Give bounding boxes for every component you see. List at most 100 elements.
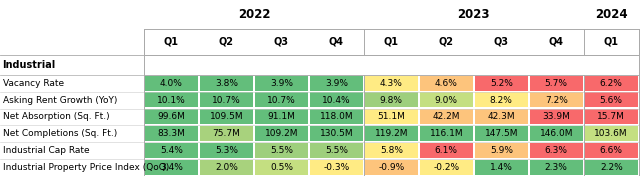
Bar [255,92,308,108]
Bar [310,126,363,141]
Text: Q2: Q2 [219,37,234,47]
Text: 10.4%: 10.4% [322,96,351,105]
Text: 42.3M: 42.3M [488,112,515,121]
Bar [145,92,198,108]
Bar [145,76,198,91]
Bar [200,160,253,175]
Bar [530,143,583,158]
Text: Asking Rent Growth (YoY): Asking Rent Growth (YoY) [3,96,117,105]
Text: 5.3%: 5.3% [215,146,238,155]
Text: Q2: Q2 [439,37,454,47]
Text: 130.5M: 130.5M [319,129,353,138]
Text: Industrial Cap Rate: Industrial Cap Rate [3,146,89,155]
Text: Vacancy Rate: Vacancy Rate [3,79,64,88]
Text: 146.0M: 146.0M [540,129,573,138]
Bar [255,76,308,91]
Text: 33.9M: 33.9M [542,112,570,121]
Text: -0.9%: -0.9% [378,163,404,172]
Bar [310,109,363,124]
Text: 42.2M: 42.2M [433,112,460,121]
Text: 3.9%: 3.9% [270,79,293,88]
Text: 6.6%: 6.6% [600,146,623,155]
Bar [585,126,637,141]
Text: 2024: 2024 [595,8,628,21]
Text: 2.0%: 2.0% [215,163,238,172]
Text: Q3: Q3 [274,37,289,47]
Bar [255,109,308,124]
Bar [200,109,253,124]
Text: 2.3%: 2.3% [545,163,568,172]
Bar [475,143,528,158]
Bar [310,160,363,175]
Bar [200,143,253,158]
Text: 10.7%: 10.7% [267,96,296,105]
Text: 3.9%: 3.9% [325,79,348,88]
Bar [420,160,473,175]
Bar [255,143,308,158]
Text: 118.0M: 118.0M [319,112,353,121]
Bar [530,160,583,175]
Bar [475,160,528,175]
Text: Industrial: Industrial [3,60,56,70]
Bar [420,126,473,141]
Bar [145,109,198,124]
Text: 5.5%: 5.5% [325,146,348,155]
Text: Net Completions (Sq. Ft.): Net Completions (Sq. Ft.) [3,129,117,138]
Bar [585,160,637,175]
Bar [530,109,583,124]
Text: 119.2M: 119.2M [374,129,408,138]
Text: 2.2%: 2.2% [600,163,623,172]
Bar [200,126,253,141]
Bar [145,126,198,141]
Text: 9.8%: 9.8% [380,96,403,105]
Text: 8.2%: 8.2% [490,96,513,105]
Bar [310,92,363,108]
Text: Q4: Q4 [548,37,564,47]
Bar [475,76,528,91]
Bar [365,92,418,108]
Bar [255,126,308,141]
Text: 2022: 2022 [237,8,270,21]
Text: 4.6%: 4.6% [435,79,458,88]
Text: 5.2%: 5.2% [490,79,513,88]
Text: 5.8%: 5.8% [380,146,403,155]
Bar [365,76,418,91]
Text: 5.7%: 5.7% [545,79,568,88]
Bar [310,76,363,91]
Text: 99.6M: 99.6M [157,112,186,121]
Bar [200,92,253,108]
Text: 3.4%: 3.4% [160,163,183,172]
Bar [530,92,583,108]
Text: 109.5M: 109.5M [210,112,243,121]
Text: 4.3%: 4.3% [380,79,403,88]
Text: 6.2%: 6.2% [600,79,623,88]
Bar [475,109,528,124]
Text: 3.8%: 3.8% [215,79,238,88]
Text: 5.5%: 5.5% [270,146,293,155]
Bar [585,92,637,108]
Text: 91.1M: 91.1M [268,112,295,121]
Bar [144,29,639,55]
Bar [365,109,418,124]
Text: 51.1M: 51.1M [378,112,405,121]
Bar [585,143,637,158]
Bar [420,143,473,158]
Text: Q3: Q3 [494,37,509,47]
Text: 5.6%: 5.6% [600,96,623,105]
Text: 1.4%: 1.4% [490,163,513,172]
Text: 9.0%: 9.0% [435,96,458,105]
Text: 7.2%: 7.2% [545,96,568,105]
Bar [145,143,198,158]
Text: 5.9%: 5.9% [490,146,513,155]
Text: 109.2M: 109.2M [265,129,298,138]
Text: 10.7%: 10.7% [212,96,241,105]
Text: 83.3M: 83.3M [157,129,186,138]
Bar [145,160,198,175]
Text: 2023: 2023 [458,8,490,21]
Text: Industrial Property Price Index (QoQ): Industrial Property Price Index (QoQ) [3,163,169,172]
Bar [420,92,473,108]
Bar [585,76,637,91]
Text: 15.7M: 15.7M [597,112,625,121]
Bar [310,143,363,158]
Bar [475,126,528,141]
